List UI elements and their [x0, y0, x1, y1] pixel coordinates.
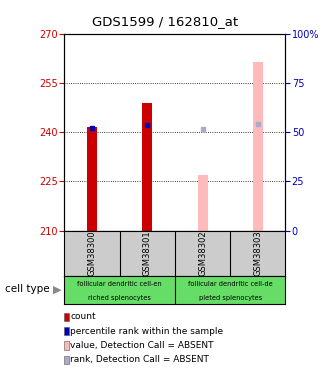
Text: count: count: [70, 312, 96, 321]
Text: ▶: ▶: [52, 285, 61, 294]
Text: GSM38300: GSM38300: [87, 231, 96, 276]
Bar: [87, 127, 97, 231]
Text: value, Detection Call = ABSENT: value, Detection Call = ABSENT: [70, 341, 214, 350]
Text: GSM38302: GSM38302: [198, 231, 207, 276]
Bar: [142, 103, 152, 231]
Text: riched splenocytes: riched splenocytes: [88, 295, 151, 301]
Bar: [198, 175, 208, 231]
Text: percentile rank within the sample: percentile rank within the sample: [70, 327, 223, 336]
Text: pleted splenocytes: pleted splenocytes: [199, 295, 262, 301]
Text: rank, Detection Call = ABSENT: rank, Detection Call = ABSENT: [70, 355, 209, 364]
Text: cell type: cell type: [5, 285, 50, 294]
Text: GSM38303: GSM38303: [253, 231, 262, 276]
Text: GSM38301: GSM38301: [143, 231, 152, 276]
Text: follicular dendritic cell-de: follicular dendritic cell-de: [188, 280, 273, 286]
Bar: [253, 62, 263, 231]
Text: GDS1599 / 162810_at: GDS1599 / 162810_at: [92, 15, 238, 28]
Text: follicular dendritic cell-en: follicular dendritic cell-en: [77, 280, 162, 286]
